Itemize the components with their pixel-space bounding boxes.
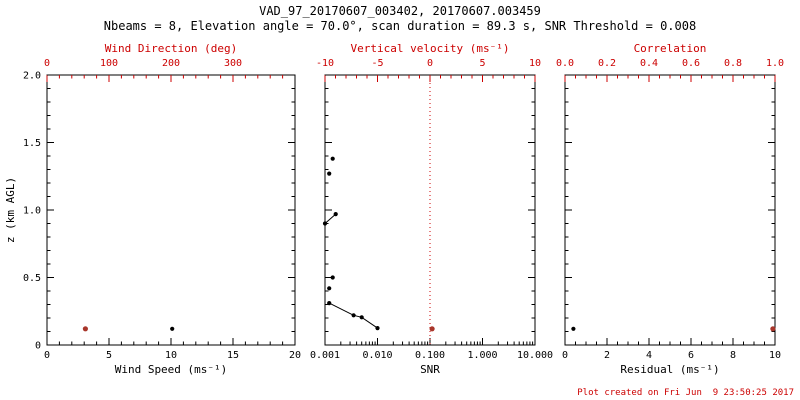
data-point bbox=[330, 275, 335, 280]
top-tick-label: 0 bbox=[44, 58, 50, 69]
x-tick-label: 2 bbox=[604, 350, 610, 361]
x-tick-label: 0.010 bbox=[362, 350, 392, 361]
x-axis-title: SNR bbox=[420, 363, 440, 376]
y-tick-label: 0 bbox=[35, 341, 41, 352]
x-axis-title: Residual (ms⁻¹) bbox=[620, 363, 719, 376]
x-tick-label: 0.001 bbox=[310, 350, 340, 361]
data-point bbox=[327, 171, 332, 176]
series-wind-direction bbox=[82, 326, 88, 332]
series-snr-profile-low bbox=[327, 301, 380, 331]
y-axis-title: z (km AGL) bbox=[4, 177, 17, 243]
top-tick-label: 0 bbox=[427, 58, 433, 69]
data-point bbox=[327, 301, 332, 306]
data-point bbox=[330, 156, 335, 161]
x-axis-title: Wind Speed (ms⁻¹) bbox=[115, 363, 228, 376]
data-point bbox=[429, 326, 435, 332]
top-tick-label: 0.8 bbox=[724, 58, 742, 69]
top-tick-label: 0.6 bbox=[682, 58, 700, 69]
top-tick-label: -10 bbox=[316, 58, 334, 69]
series-snr-profile-mid bbox=[322, 212, 338, 226]
data-point bbox=[351, 313, 356, 318]
top-axis-title: Correlation bbox=[634, 42, 707, 55]
data-point bbox=[770, 326, 776, 332]
x-tick-label: 10.000 bbox=[517, 350, 553, 361]
plot-subtitle: Nbeams = 8, Elevation angle = 70.0°, sca… bbox=[103, 19, 697, 33]
top-tick-label: 1.0 bbox=[766, 58, 784, 69]
data-point bbox=[571, 326, 576, 331]
top-axis-title: Vertical velocity (ms⁻¹) bbox=[351, 42, 510, 55]
plot-frame bbox=[564, 74, 776, 346]
data-point bbox=[359, 315, 364, 320]
x-tick-label: 10 bbox=[769, 350, 781, 361]
data-point bbox=[375, 326, 380, 331]
series-correlation bbox=[770, 326, 776, 332]
top-tick-label: 5 bbox=[479, 58, 485, 69]
data-point bbox=[333, 212, 338, 217]
x-tick-label: 10 bbox=[165, 350, 177, 361]
x-tick-label: 1.000 bbox=[467, 350, 497, 361]
data-point bbox=[170, 326, 175, 331]
series-vertical-velocity bbox=[429, 326, 435, 332]
x-tick-label: 0.100 bbox=[415, 350, 445, 361]
data-point bbox=[327, 286, 332, 291]
series-wind-speed bbox=[170, 326, 175, 331]
y-tick-label: 0.5 bbox=[23, 273, 41, 284]
top-tick-label: 0.2 bbox=[598, 58, 616, 69]
top-tick-label: 10 bbox=[529, 58, 541, 69]
plot-title: VAD_97_20170607_003402, 20170607.003459 bbox=[259, 4, 541, 18]
plot-created-timestamp: Plot created on Fri Jun 9 23:50:25 2017 bbox=[577, 388, 794, 398]
data-point bbox=[322, 221, 328, 226]
panel-residual: 0 2 4 6 8 10 0.0 0.2 0.4 0.6 0.8 1.0 Residual (ms⁻¹)… bbox=[556, 42, 784, 376]
y-tick-label: 2.0 bbox=[23, 71, 41, 82]
series-line bbox=[324, 213, 337, 224]
series-residual bbox=[571, 326, 576, 331]
series-line bbox=[328, 302, 378, 329]
y-tick-label: 1.0 bbox=[23, 206, 41, 217]
top-tick-label: 100 bbox=[100, 58, 118, 69]
series-snr-isolated-gates bbox=[327, 156, 335, 291]
x-tick-label: 0 bbox=[44, 350, 50, 361]
top-tick-label: 200 bbox=[162, 58, 180, 69]
x-tick-label: 15 bbox=[227, 350, 239, 361]
panel-snr: 0.001 0.010 0.100 1.000 10.000 -10 -5 0 5 10 SNR Ve… bbox=[310, 42, 553, 376]
x-tick-label: 6 bbox=[688, 350, 694, 361]
top-tick-label: 300 bbox=[224, 58, 242, 69]
x-tick-label: 20 bbox=[289, 350, 301, 361]
x-tick-label: 4 bbox=[646, 350, 652, 361]
y-tick-label: 1.5 bbox=[23, 138, 41, 149]
plot-frame bbox=[46, 74, 296, 346]
data-point bbox=[82, 326, 88, 332]
top-tick-label: 0.0 bbox=[556, 58, 574, 69]
top-tick-label: -5 bbox=[371, 58, 383, 69]
x-tick-label: 0 bbox=[562, 350, 568, 361]
top-tick-label: 0.4 bbox=[640, 58, 658, 69]
x-tick-label: 5 bbox=[106, 350, 112, 361]
x-tick-label: 8 bbox=[730, 350, 736, 361]
top-axis-title: Wind Direction (deg) bbox=[105, 42, 237, 55]
